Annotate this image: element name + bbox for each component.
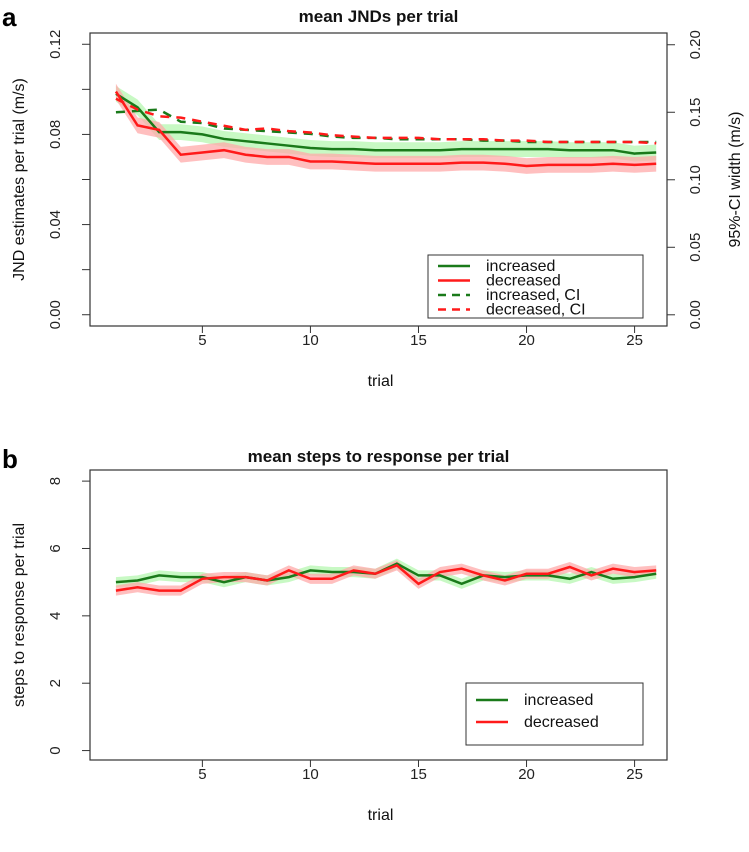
y-right-tick-label: 0.00	[687, 300, 704, 329]
plot-area	[114, 83, 657, 174]
plot-frame	[89, 469, 668, 761]
y-right-tick-label: 0.20	[687, 30, 704, 59]
y-tick-label: 4	[47, 612, 64, 620]
x-tick-label: 15	[410, 766, 427, 783]
y-right-tick-label: 0.05	[687, 233, 704, 262]
y-axis-label: steps to response per trial	[11, 523, 28, 707]
x-axis-label: trial	[368, 373, 394, 390]
series-line-decreased-CI	[115, 97, 657, 145]
x-tick-label: 15	[410, 332, 427, 349]
y-right-tick-label: 0.15	[687, 98, 704, 127]
chart-title: mean steps to response per trial	[248, 447, 510, 466]
x-tick-label: 20	[518, 766, 535, 783]
y-tick-label: 0.08	[47, 120, 64, 149]
x-tick-label: 25	[626, 332, 643, 349]
x-tick-label: 20	[518, 332, 535, 349]
y-tick-label: 0.12	[47, 30, 64, 59]
x-axis-label: trial	[368, 807, 394, 824]
panel-a: a mean JNDs per trial 5 10 15 20 25 trial 0.00 0.…	[2, 2, 744, 390]
series-line-decreased	[115, 563, 657, 592]
legend-label: decreased, CI	[486, 302, 586, 319]
y-axis-label: JND estimates per trial (m/s)	[11, 78, 28, 281]
y-right-tick-label: 0.10	[687, 165, 704, 194]
x-tick-label: 5	[198, 332, 206, 349]
ci-band-decreased	[115, 83, 657, 174]
series-line-decreased	[114, 90, 657, 168]
y-tick-label: 6	[47, 544, 64, 552]
legend-label: increased	[524, 692, 593, 709]
x-tick-label: 5	[198, 766, 206, 783]
x-tick-label: 10	[302, 766, 319, 783]
series-line-increased	[115, 92, 657, 155]
y-tick-label: 0	[47, 746, 64, 754]
panel-letter: b	[2, 444, 18, 474]
chart-title: mean JNDs per trial	[299, 7, 459, 26]
legend-label: increased	[486, 258, 555, 275]
legend-label: decreased	[486, 273, 561, 290]
y-tick-label: 8	[47, 477, 64, 485]
legend-label: decreased	[524, 714, 599, 731]
y-tick-label: 2	[47, 679, 64, 687]
legend-box	[465, 682, 644, 746]
x-tick-label: 10	[302, 332, 319, 349]
panel-letter: a	[2, 2, 17, 32]
plot-area	[115, 558, 657, 596]
y-tick-label: 0.04	[47, 210, 64, 239]
y-right-axis-label: 95%-CI width (m/s)	[727, 111, 744, 247]
x-tick-label: 25	[626, 766, 643, 783]
y-tick-label: 0.00	[47, 300, 64, 329]
legend: increased decreased	[465, 682, 644, 746]
legend-label: increased, CI	[486, 287, 580, 304]
